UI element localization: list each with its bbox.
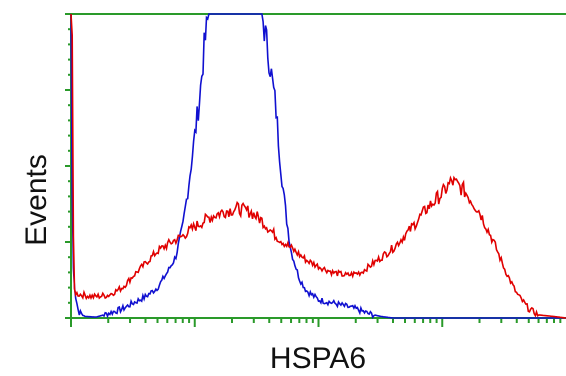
- series-group: [70, 13, 566, 320]
- series-red-line: [70, 13, 566, 319]
- axis-ticks: [65, 13, 562, 327]
- series-blue-line: [70, 13, 566, 320]
- y-axis-label: Events: [20, 154, 53, 246]
- x-axis-label: HSPA6: [270, 342, 366, 375]
- plot-frame: [70, 13, 566, 319]
